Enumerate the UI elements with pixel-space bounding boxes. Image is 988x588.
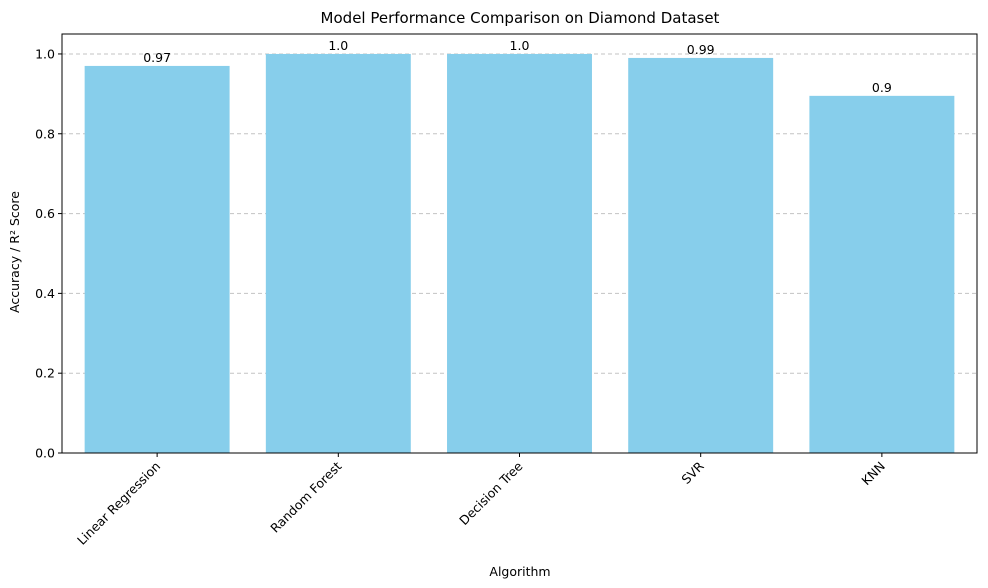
chart-title: Model Performance Comparison on Diamond … [321, 9, 720, 27]
x-axis-ticks: Linear Regression Random Forest Decision T… [74, 453, 888, 548]
y-tick-label: 0.0 [35, 446, 55, 461]
y-axis-ticks: 0.0 0.2 0.4 0.6 0.8 1.0 [35, 46, 62, 461]
y-axis-label: Accuracy / R² Score [7, 191, 22, 313]
y-tick-label: 1.0 [35, 46, 55, 61]
y-tick-label: 0.8 [35, 126, 55, 141]
data-labels: 0.97 1.0 1.0 0.99 0.9 [143, 38, 892, 95]
bar-knn [809, 95, 955, 453]
x-tick-label: Random Forest [267, 458, 344, 535]
x-tick-label: KNN [858, 459, 888, 489]
bar-decision-tree [447, 53, 592, 453]
x-tick-label: Linear Regression [74, 459, 163, 548]
data-label: 0.9 [872, 80, 892, 95]
y-tick-label: 0.4 [35, 286, 55, 301]
y-tick-label: 0.6 [35, 206, 55, 221]
y-tick-label: 0.2 [35, 366, 55, 381]
data-label: 1.0 [510, 38, 530, 53]
bar-linear-regression [84, 65, 230, 453]
x-tick-label: SVR [678, 458, 707, 487]
data-label: 0.99 [687, 42, 715, 57]
bar-layer [84, 53, 955, 453]
bar-random-forest [265, 53, 411, 453]
data-label: 0.97 [143, 50, 171, 65]
x-axis-label: Algorithm [489, 564, 550, 579]
bar-svr [628, 57, 774, 453]
data-label: 1.0 [328, 38, 348, 53]
x-tick-label: Decision Tree [456, 458, 526, 528]
